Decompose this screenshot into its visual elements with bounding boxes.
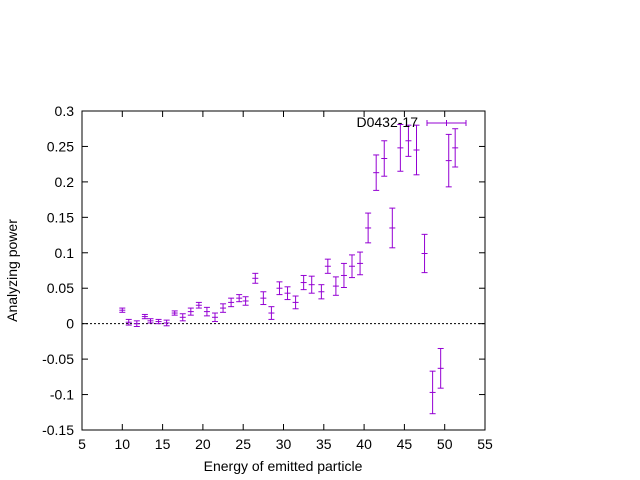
data-point — [133, 320, 140, 328]
x-tick-label: 15 — [155, 436, 171, 452]
data-point — [147, 318, 154, 324]
y-tick-label: -0.05 — [42, 351, 74, 367]
legend-label: D0432-17 — [357, 114, 419, 130]
data-point — [260, 291, 267, 306]
data-point — [445, 133, 452, 188]
data-point — [300, 274, 307, 291]
data-point — [405, 124, 412, 157]
y-tick-label: 0.2 — [55, 174, 75, 190]
data-point — [187, 307, 194, 316]
data-point — [228, 297, 235, 308]
y-tick-label: 0.15 — [47, 209, 74, 225]
data-point — [119, 307, 126, 313]
x-tick-label: 55 — [477, 436, 493, 452]
data-point — [171, 310, 178, 316]
x-axis-label: Energy of emitted particle — [204, 458, 363, 474]
y-tick-label: 0.1 — [55, 245, 75, 261]
tick-layer: 5 10 15 20 25 30 35 40 45 50 55 -0.15 -0.1 -0.05 0 0.05… — [42, 103, 493, 452]
data-point — [318, 284, 325, 300]
legend-sample — [426, 120, 467, 126]
x-tick-label: 45 — [397, 436, 413, 452]
y-tick-label: 0 — [66, 316, 74, 332]
data-point — [252, 272, 259, 284]
data-point — [155, 318, 162, 325]
x-tick-label: 35 — [316, 436, 332, 452]
data-point — [437, 347, 444, 389]
y-tick-label: -0.1 — [50, 387, 74, 403]
data-point — [292, 295, 299, 310]
y-tick-label: -0.15 — [42, 422, 74, 438]
y-axis-label: Analyzing power — [4, 219, 20, 322]
data-point — [276, 281, 283, 296]
data-point — [141, 313, 148, 320]
data-point — [357, 251, 364, 276]
data-point — [203, 306, 210, 317]
data-point — [365, 212, 372, 244]
data-point — [373, 154, 380, 191]
data-point — [413, 124, 420, 176]
data-point — [268, 306, 275, 320]
data-point — [421, 233, 428, 274]
x-tick-label: 40 — [356, 436, 372, 452]
data-point — [397, 123, 404, 172]
x-tick-label: 50 — [437, 436, 453, 452]
y-tick-label: 0.05 — [47, 280, 74, 296]
data-point — [389, 207, 396, 249]
data-series-layer — [119, 123, 459, 415]
data-point — [242, 296, 249, 306]
data-point — [211, 312, 218, 323]
data-point — [163, 319, 170, 327]
data-point — [220, 303, 227, 313]
data-point — [324, 258, 331, 274]
data-point — [340, 262, 347, 289]
data-point — [349, 254, 356, 279]
x-tick-label: 25 — [235, 436, 251, 452]
x-tick-label: 30 — [276, 436, 292, 452]
y-tick-label: 0.25 — [47, 138, 74, 154]
x-tick-label: 10 — [115, 436, 131, 452]
x-tick-label: 5 — [78, 436, 86, 452]
x-tick-label: 20 — [195, 436, 211, 452]
data-point — [332, 276, 339, 296]
data-point — [381, 140, 388, 177]
data-point — [236, 294, 243, 303]
y-tick-label: 0.3 — [55, 103, 75, 119]
data-point — [284, 286, 291, 301]
data-point — [179, 313, 186, 322]
data-point — [195, 301, 202, 309]
legend: D0432-17 — [357, 114, 467, 130]
data-point — [452, 128, 459, 168]
data-point — [308, 275, 315, 294]
data-point — [429, 370, 436, 415]
data-point — [125, 318, 132, 326]
